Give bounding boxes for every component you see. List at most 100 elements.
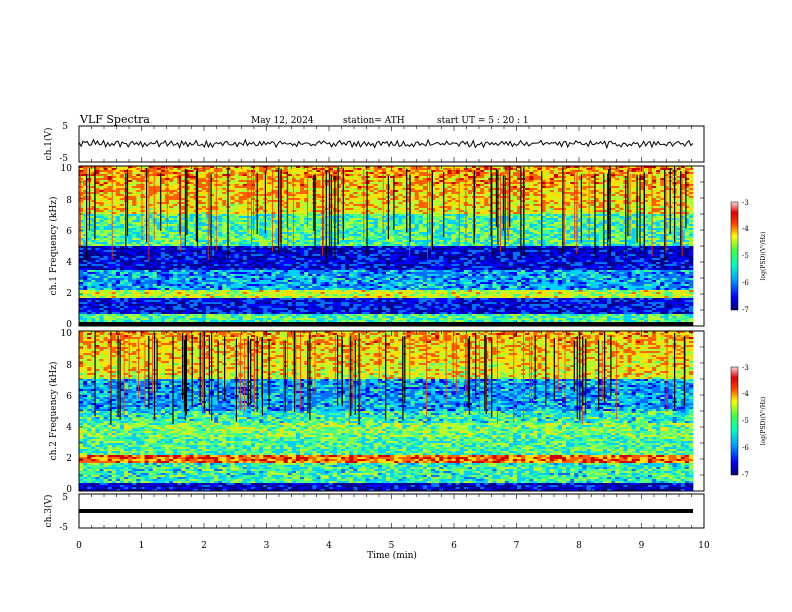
- spectrogram-cell: [418, 172, 424, 175]
- spectrogram-cell: [484, 208, 489, 211]
- spectrogram-cell: [496, 218, 501, 221]
- spectrogram-cell: [365, 190, 370, 193]
- spectrogram-cell: [152, 166, 158, 169]
- spectrogram-cell: [287, 226, 293, 229]
- spectrogram-cell: [259, 166, 264, 169]
- spectrogram-cell: [308, 166, 313, 169]
- spectrogram-cell: [390, 200, 395, 203]
- spectrogram-cell: [684, 210, 690, 213]
- spectrogram-cell: [533, 220, 538, 223]
- spectrogram-cell: [664, 220, 669, 223]
- spectrogram-cell: [128, 212, 133, 215]
- spectrogram-cell: [300, 174, 305, 177]
- spectrogram-cell: [304, 178, 309, 181]
- spectrogram-cell: [639, 214, 645, 217]
- spectrogram-cell: [426, 218, 432, 221]
- spectrogram-cell: [201, 208, 207, 211]
- spectrogram-cell: [300, 168, 305, 171]
- spectrogram-cell: [373, 230, 379, 233]
- spectrogram-cell: [103, 206, 108, 209]
- spectrogram-cell: [136, 182, 141, 185]
- spectrogram-cell: [504, 178, 510, 181]
- spectrogram-cell: [680, 174, 686, 177]
- spectrogram-cell: [443, 226, 448, 229]
- spectrogram-cell: [345, 166, 350, 169]
- spectrogram-cell: [476, 202, 481, 205]
- spectrogram-cell: [680, 178, 686, 181]
- spectrogram-cell: [435, 218, 440, 221]
- spectrogram-cell: [230, 166, 235, 169]
- spectrogram-cell: [602, 220, 608, 223]
- spectrogram-cell: [304, 168, 309, 171]
- spectrogram-cell: [590, 190, 596, 193]
- spectrogram-cell: [279, 204, 284, 207]
- spectrogram-cell: [381, 190, 387, 193]
- spectrogram-cell: [570, 186, 575, 189]
- spectrogram-cell: [484, 218, 489, 221]
- spectrogram-cell: [353, 228, 358, 231]
- spectrogram-cell: [455, 198, 460, 201]
- spectrogram-cell: [402, 168, 407, 171]
- spectrogram-cell: [492, 182, 497, 185]
- spectrogram-cell: [615, 198, 620, 201]
- spectrogram-cell: [91, 190, 96, 193]
- spectrogram-cell: [676, 218, 682, 221]
- spectrogram-cell: [578, 166, 583, 169]
- spectrogram-cell: [103, 230, 108, 233]
- spectrogram-cell: [218, 186, 223, 189]
- spectrogram-cell: [398, 166, 403, 169]
- spectrogram-cell: [132, 168, 137, 171]
- spectrogram-cell: [676, 224, 682, 227]
- spectrogram-cell: [414, 172, 420, 175]
- spectrogram-cell: [197, 224, 203, 227]
- spectrogram-cell: [508, 200, 514, 203]
- spectrogram-cell: [402, 228, 407, 231]
- spectrogram-cell: [631, 196, 636, 199]
- spectrogram-cell: [373, 208, 379, 211]
- spectrogram-cell: [435, 196, 440, 199]
- spectrogram-cell: [537, 192, 542, 195]
- spectrogram-cell: [607, 200, 612, 203]
- spectrogram-cell: [181, 174, 186, 177]
- spectrogram-cell: [594, 166, 600, 169]
- spectrogram-cell: [557, 168, 563, 171]
- spectrogram-cell: [345, 172, 350, 175]
- spectrogram-cell: [201, 202, 207, 205]
- spectrogram-cell: [418, 224, 424, 227]
- spectrogram-cell: [234, 210, 239, 213]
- spectrogram-cell: [136, 192, 141, 195]
- spectrogram-cell: [406, 204, 411, 207]
- spectrogram-cell: [570, 176, 575, 179]
- spectrogram-cell: [201, 198, 207, 201]
- spectrogram-cell: [156, 176, 162, 179]
- spectrogram-cell: [156, 230, 162, 233]
- spectrogram-cell: [230, 218, 235, 221]
- spectrogram-cell: [218, 230, 223, 233]
- spectrogram-cell: [222, 186, 227, 189]
- spectrogram-cell: [615, 180, 620, 183]
- spectrogram-cell: [652, 224, 657, 227]
- spectrogram-cell: [246, 168, 252, 171]
- spectrogram-cell: [541, 172, 546, 175]
- spectrogram-cell: [197, 206, 203, 209]
- spectrogram-cell: [136, 186, 141, 189]
- spectrogram-cell: [455, 220, 460, 223]
- spectrogram-cell: [259, 212, 264, 215]
- spectrogram-cell: [111, 222, 117, 225]
- spectrogram-cell: [95, 194, 100, 197]
- spectrogram-cell: [549, 210, 555, 213]
- spectrogram-cell: [578, 224, 583, 227]
- spectrogram-cell: [242, 222, 248, 225]
- spectrogram-cell: [390, 216, 395, 219]
- spectrogram-cell: [496, 208, 501, 211]
- spectrogram-cell: [381, 200, 387, 203]
- spectrogram-cell: [590, 182, 596, 185]
- spectrogram-cell: [676, 194, 682, 197]
- spectrogram-cell: [406, 194, 411, 197]
- spectrogram-cell: [291, 218, 297, 221]
- spectrogram-cell: [545, 210, 551, 213]
- spectrogram-cell: [332, 168, 338, 171]
- spectrogram-cell: [357, 228, 362, 231]
- spectrogram-cell: [79, 216, 84, 219]
- spectrogram-cell: [353, 166, 358, 169]
